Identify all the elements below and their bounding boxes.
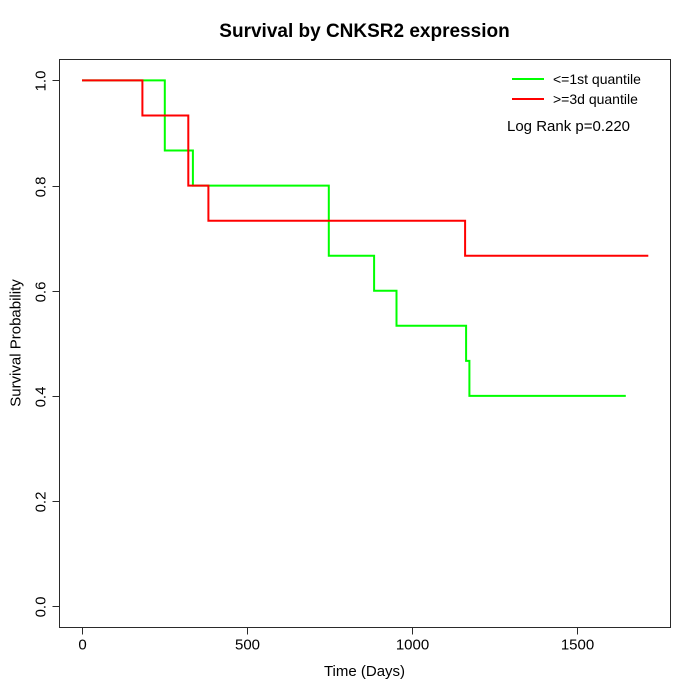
- legend-items: <=1st quantile >=3d quantile: [507, 69, 692, 109]
- y-tick-label: 1.0: [32, 70, 50, 91]
- x-axis-label: Time (Days): [323, 663, 406, 680]
- log-rank-annotation: Log Rank p=0.220: [507, 118, 631, 135]
- y-tick-label: 0.4: [32, 386, 50, 407]
- legend: <=1st quantile >=3d quantile Log Rank p=0…: [507, 69, 692, 135]
- x-tick-label: 1000: [395, 636, 430, 654]
- y-tick-label: 0.0: [32, 596, 50, 617]
- y-tick-label: 0.8: [32, 176, 50, 197]
- y-tick-label: 0.6: [32, 281, 50, 302]
- chart-title: Survival by CNKSR2 expression: [219, 21, 510, 42]
- x-tick-label: 1500: [560, 636, 595, 654]
- legend-line-sample: [512, 78, 544, 80]
- legend-item: <=1st quantile: [507, 69, 692, 89]
- legend-item: >=3d quantile: [507, 89, 692, 109]
- survival-curve-high-expression: [82, 79, 649, 257]
- y-axis-label: Survival Probability: [7, 279, 25, 407]
- x-tick-label: 500: [234, 636, 261, 654]
- legend-label: >=3d quantile: [553, 91, 638, 107]
- legend-line-sample: [512, 98, 544, 100]
- plot-box: [59, 59, 671, 628]
- y-tick-label: 0.2: [32, 491, 50, 512]
- legend-label: <=1st quantile: [553, 71, 641, 87]
- survival-curve-low-expression: [82, 79, 626, 397]
- x-tick-label: 0: [78, 636, 87, 654]
